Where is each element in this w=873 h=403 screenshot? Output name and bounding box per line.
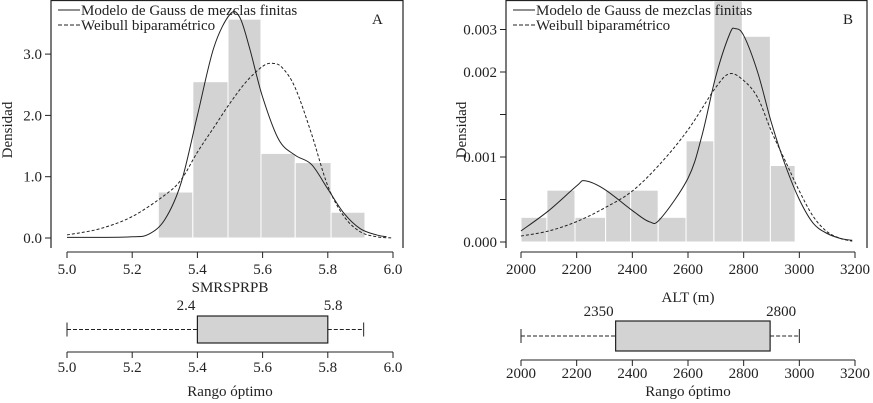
x-tick-label: 5.8 (318, 262, 337, 278)
legend-entry: Weibull biparamétrico (536, 18, 670, 34)
boxplot-title: Rango óptimo (645, 384, 730, 400)
legend: Modelo de Gauss de mezclas finitasWeibul… (513, 3, 752, 34)
boxplot-title: Rango óptimo (187, 384, 272, 400)
y-axis-title: Densidad (0, 101, 16, 158)
boxplot-x-tick-label: 2600 (673, 366, 703, 382)
histogram-bar (546, 189, 576, 243)
box-label-high: 2800 (766, 304, 796, 320)
boxplot-x-tick-label: 2200 (562, 366, 592, 382)
boxplot-x-tick-label: 3000 (784, 366, 814, 382)
weibull-curve (520, 73, 853, 242)
histogram-bar (520, 216, 548, 243)
x-tick-label: 2800 (729, 262, 759, 278)
histogram-bar (630, 189, 659, 243)
y-tick-label: 0.001 (463, 150, 497, 166)
histogram-bar (605, 189, 632, 243)
x-axis-title: ALT (m) (662, 290, 715, 306)
y-tick-label: 0.002 (463, 65, 497, 81)
gauss-mixture-curve (66, 11, 387, 238)
boxplot-x-tick-label: 5.6 (253, 360, 272, 376)
histogram-bar (769, 165, 796, 243)
boxplot: 2.4 5.8 5.0 5.2 5.4 5.6 5.8 6.0 Rango óptimo (58, 298, 403, 400)
histogram-bar (192, 81, 229, 239)
boxplot-x-tick-label: 5.8 (318, 360, 337, 376)
x-tick-label: 5.6 (253, 262, 272, 278)
x-tick-label: 5.2 (123, 262, 142, 278)
box (196, 315, 329, 344)
box (615, 320, 771, 352)
boxplot-x-tick-label: 6.0 (384, 360, 403, 376)
legend-entry: Modelo de Gauss de mezclas finitas (536, 3, 752, 19)
weibull-curve (66, 62, 394, 239)
gauss-mixture-curve (520, 27, 853, 241)
histogram-bar (685, 140, 715, 243)
panel-label: A (372, 12, 383, 28)
x-tick-label: 5.0 (58, 262, 77, 278)
boxplot-x-tick-label: 3200 (840, 366, 870, 382)
y-tick-label: 3.0 (23, 47, 42, 63)
boxplot-x-tick-label: 5.0 (58, 360, 77, 376)
histogram-bar (227, 18, 262, 239)
panel-b: 0.000 0.001 0.002 0.003 2000 2200 2400 2600 2800… (454, 0, 870, 400)
boxplot-x-tick-label: 5.2 (123, 360, 142, 376)
histogram-bar (713, 1, 743, 243)
y-axis-title: Densidad (454, 101, 470, 158)
y-tick-label: 0.000 (463, 235, 497, 251)
panel-a: 0.0 1.0 2.0 3.0 5.0 5.2 5.4 5.6 5.8 6.0 Densidad SM… (0, 0, 404, 400)
box-label-high: 5.8 (324, 298, 343, 314)
histogram-bar (330, 211, 366, 239)
x-tick-label: 3000 (784, 262, 814, 278)
panel-label: B (843, 12, 853, 28)
y-tick-label: 1.0 (23, 170, 42, 186)
x-axis-title: SMRSPRPB (192, 280, 269, 296)
histogram-bars (66, 11, 394, 239)
x-tick-label: 6.0 (384, 262, 403, 278)
histogram-bar (574, 216, 607, 243)
boxplot-x-tick-label: 2000 (506, 366, 536, 382)
histogram-bars (520, 1, 853, 243)
x-tick-label: 3200 (840, 262, 870, 278)
legend-entry: Modelo de Gauss de mezclas finitas (81, 3, 297, 19)
histogram-bar (657, 216, 687, 243)
box-label-low: 2.4 (177, 298, 196, 314)
box-label-low: 2350 (584, 304, 614, 320)
boxplot-x-tick-label: 5.4 (188, 360, 207, 376)
x-tick-label: 2600 (673, 262, 703, 278)
y-tick-label: 0.0 (23, 231, 42, 247)
histogram-bar (260, 152, 296, 239)
y-tick-label: 2.0 (23, 108, 42, 124)
histogram-bar (294, 162, 332, 239)
x-tick-label: 5.4 (188, 262, 207, 278)
legend: Modelo de Gauss de mezclas finitasWeibul… (58, 3, 297, 34)
x-tick-label: 2400 (617, 262, 647, 278)
x-tick-label: 2200 (562, 262, 592, 278)
y-tick-label: 0.003 (463, 23, 497, 39)
boxplot: 2350 2800 2000 2200 2400 2600 2800 3000 3200 Rang… (506, 304, 870, 400)
boxplot-x-tick-label: 2800 (729, 366, 759, 382)
histogram-bar (741, 35, 771, 243)
x-tick-label: 2000 (506, 262, 536, 278)
boxplot-x-tick-label: 2400 (617, 366, 647, 382)
legend-entry: Weibull biparamétrico (81, 18, 215, 34)
